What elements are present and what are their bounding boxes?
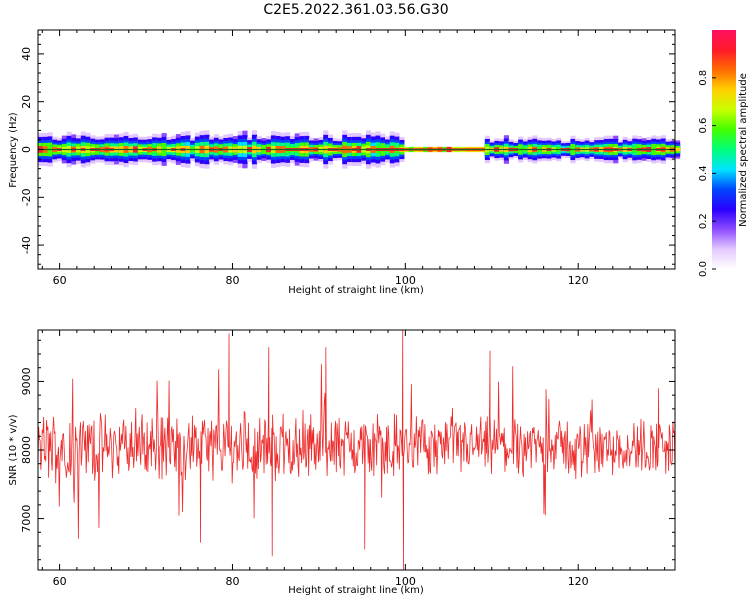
snr-frame <box>37 329 676 571</box>
y-tick-label: 0 <box>20 146 33 153</box>
spectrogram-x-label: Height of straight line (km) <box>288 285 424 296</box>
spectrogram-axis-ticks: 60 80 100 120 -40 -20 0 20 40 <box>20 30 675 287</box>
spectrogram-y-label: Frequency (Hz) <box>8 112 19 188</box>
colorbar-tick-label: 0.6 <box>698 118 709 134</box>
colorbar-ticks: 0.0 0.2 0.4 0.6 0.8 <box>698 70 716 277</box>
y-tick-label: 40 <box>20 47 33 61</box>
colorbar-label: Normalized spectral amplitude <box>738 73 749 227</box>
x-tick-label: 100 <box>395 274 416 287</box>
x-tick-label: 120 <box>568 274 589 287</box>
colorbar-tick-label: 0.8 <box>698 70 709 86</box>
snr-y-label: SNR (10 * v/v) <box>8 414 19 485</box>
y-tick-label: 7000 <box>20 505 33 533</box>
colorbar-tick-label: 0.4 <box>698 165 709 181</box>
y-tick-label: -20 <box>20 188 33 206</box>
y-tick-label: 8000 <box>20 436 33 464</box>
snr-panel: 60 80 100 120 7000 8000 9000 Height of straigh… <box>8 329 676 596</box>
colorbar-tick-label: 0.0 <box>698 261 709 277</box>
colorbar-gradient <box>712 30 736 269</box>
colorbar: 0.0 0.2 0.4 0.6 0.8 Normalized spectral ampl… <box>698 30 749 277</box>
x-tick-label: 60 <box>53 575 67 588</box>
snr-x-label: Height of straight line (km) <box>288 585 424 596</box>
spectrogram-cell <box>675 147 681 152</box>
x-tick-label: 80 <box>225 575 239 588</box>
y-tick-label: 9000 <box>20 367 33 395</box>
colorbar-tick-label: 0.2 <box>698 213 709 229</box>
spectrogram-panel: 60 80 100 120 -40 -20 0 20 40 Height of straight… <box>8 29 681 296</box>
snr-series-line <box>37 329 676 571</box>
x-tick-label: 100 <box>395 575 416 588</box>
y-tick-label: -40 <box>20 236 33 254</box>
y-tick-label: 20 <box>20 95 33 109</box>
x-tick-label: 120 <box>568 575 589 588</box>
x-tick-label: 80 <box>225 274 239 287</box>
x-tick-label: 60 <box>53 274 67 287</box>
figure-title: C2E5.2022.361.03.56.G30 <box>263 2 448 18</box>
snr-axis-ticks: 60 80 100 120 7000 8000 9000 <box>20 330 675 588</box>
